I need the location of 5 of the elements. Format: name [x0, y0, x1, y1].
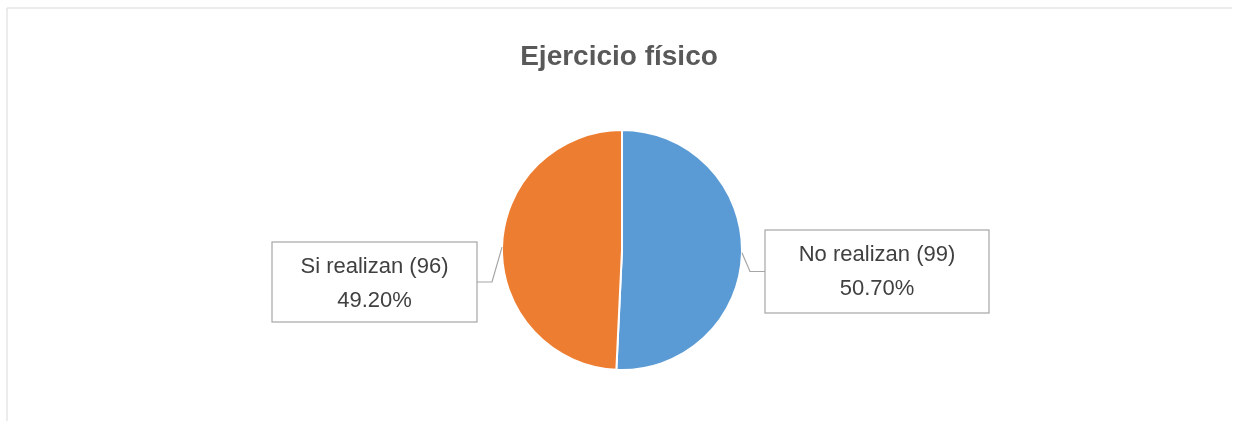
slice-label: No realizan (99) — [798, 241, 956, 266]
chart-title: Ejercicio físico — [520, 40, 718, 71]
slice-label: Si realizan (96) — [300, 253, 449, 278]
data-label: 49.20% — [337, 287, 412, 312]
data-label: 50.70% — [839, 275, 915, 300]
